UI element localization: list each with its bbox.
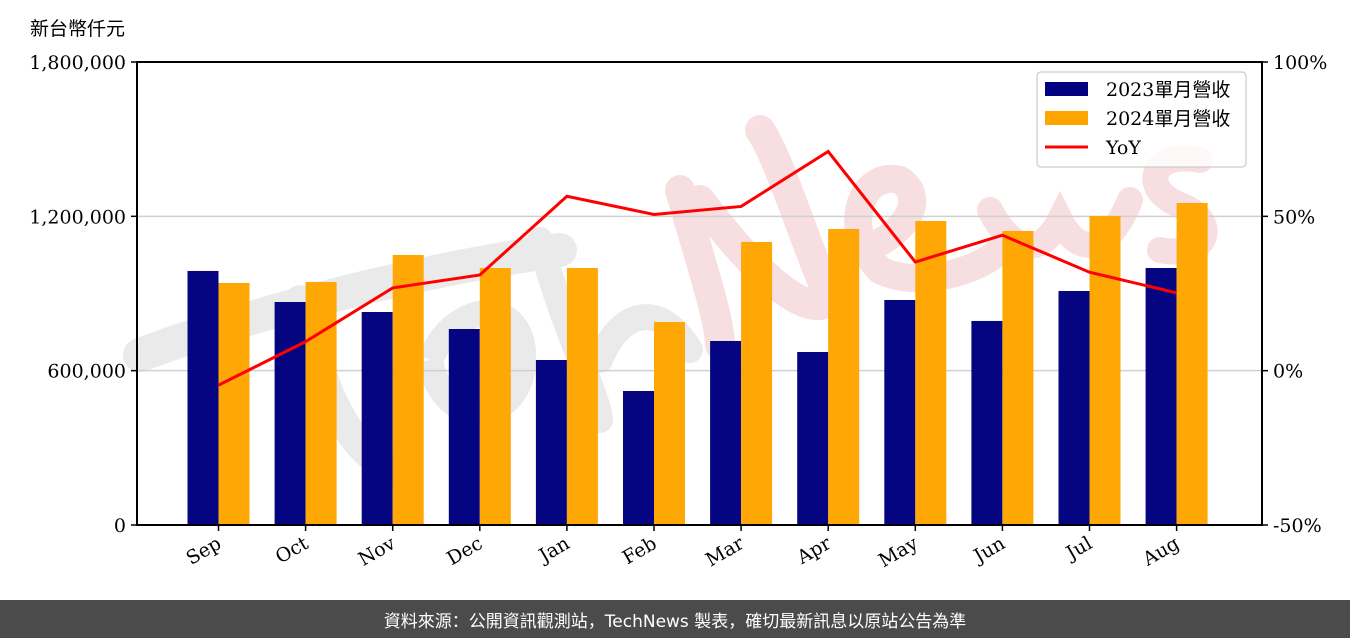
y2-tick-label: -50% — [1273, 515, 1322, 537]
legend: 2023單月營收 2024單月營收 YoY — [1036, 71, 1247, 168]
x-tick-label: May — [875, 532, 922, 572]
y-axis-unit-label: 新台幣仟元 — [30, 18, 126, 40]
bar-2024-aug — [1176, 202, 1208, 525]
bar-2024-dec — [479, 267, 511, 525]
x-tick-label: Apr — [793, 532, 836, 569]
bar-2024-feb — [654, 321, 685, 525]
bar-2023-jun — [971, 320, 1003, 525]
source-text: 資料來源：公開資訊觀測站，TechNews 製表，確切最新訊息以原站公告為準 — [383, 611, 967, 632]
bar-2023-jul — [1058, 290, 1090, 525]
x-tick-label: Jun — [968, 532, 1009, 568]
bar-2023-aug — [1145, 267, 1177, 525]
revenue-chart: 0 600,000 1,200,000 1,800,000 -50% 0% 50% 100% S… — [29, 52, 1327, 572]
yoy-line-series — [217, 149, 1177, 387]
x-tick-label: Nov — [355, 532, 400, 571]
bar-2023-nov — [361, 311, 393, 525]
x-tick-label: Jul — [1061, 532, 1096, 565]
legend-label: YoY — [1105, 137, 1141, 159]
y-tick-label: 600,000 — [47, 361, 126, 383]
legend-box — [1036, 71, 1247, 168]
y-tick-label: 1,200,000 — [29, 206, 126, 228]
bar-2023-feb — [623, 390, 654, 525]
plot-frame — [136, 61, 1263, 526]
legend-label: 2023單月營收 — [1106, 79, 1230, 101]
bar-series — [187, 202, 1208, 526]
bar-2023-may — [884, 299, 916, 525]
x-tick-label: Sep — [182, 532, 225, 569]
bar-2024-jul — [1089, 215, 1121, 526]
y2-tick-label: 100% — [1273, 52, 1327, 74]
x-tick-label: Feb — [619, 532, 661, 569]
bar-2023-dec — [448, 328, 480, 525]
legend-label: 2024單月營收 — [1106, 108, 1230, 130]
x-tick-label: Mar — [702, 532, 748, 571]
bar-2023-mar — [710, 340, 742, 525]
y2-tick-label: 0% — [1273, 361, 1303, 383]
legend-swatch — [1045, 82, 1088, 96]
y2-tick-label: 50% — [1273, 206, 1315, 228]
bar-2023-apr — [797, 351, 829, 525]
yoy-line — [217, 149, 1177, 387]
bar-2023-sep — [187, 270, 219, 525]
legend-swatch — [1045, 111, 1088, 125]
y-tick-label: 0 — [114, 515, 126, 537]
bar-2023-oct — [274, 301, 306, 525]
bar-2024-oct — [305, 281, 337, 525]
x-tick-label: Oct — [272, 532, 313, 568]
x-tick-label: Jan — [534, 532, 574, 568]
bar-2024-mar — [741, 241, 773, 525]
x-tick-label: Dec — [443, 532, 486, 570]
bar-2024-apr — [828, 228, 860, 526]
bar-2024-jun — [1002, 230, 1034, 525]
source-footer: 資料來源：公開資訊觀測站，TechNews 製表，確切最新訊息以原站公告為準 — [0, 600, 1350, 638]
bar-2023-jan — [535, 359, 567, 525]
bar-2024-may — [915, 220, 947, 525]
bar-2024-jan — [566, 267, 598, 525]
bar-2024-sep — [218, 282, 250, 525]
x-tick-label: Aug — [1138, 532, 1183, 571]
y-tick-label: 1,800,000 — [29, 52, 126, 74]
bar-2024-nov — [392, 254, 424, 525]
